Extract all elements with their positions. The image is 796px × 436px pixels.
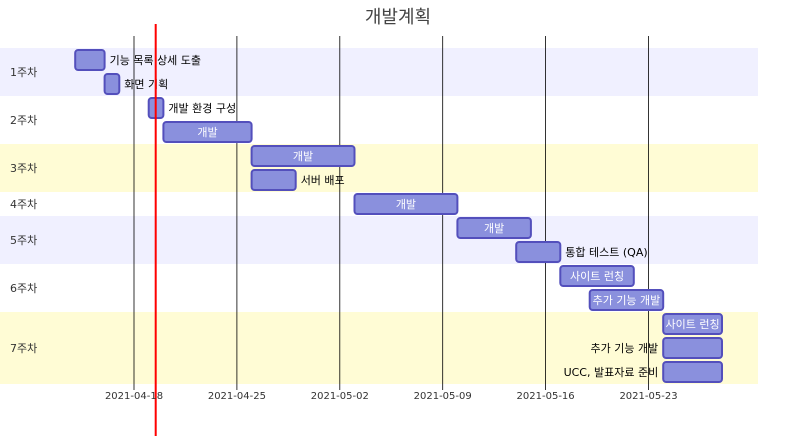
tick-label: 2021-04-25 (208, 391, 266, 402)
tick-label: 2021-05-09 (414, 391, 472, 402)
task-label: UCC, 발표자료 준비 (564, 366, 659, 379)
section-band (0, 216, 758, 264)
tick-label: 2021-04-18 (105, 391, 163, 402)
task-bar (588, 289, 665, 311)
task-label: 화면 기획 (124, 78, 168, 91)
section-label: 5주차 (10, 234, 37, 247)
tick-label: 2021-05-16 (517, 391, 575, 402)
chart-title: 개발계획 (365, 7, 431, 28)
section-label: 3주차 (10, 162, 37, 175)
x-axis: 2021-04-18 2021-04-25 2021-05-02 2021-05-09… (105, 384, 678, 402)
task-label: 추가 기능 개발 (593, 294, 661, 307)
section-band (0, 312, 758, 384)
task-bar (515, 241, 562, 263)
grid-lines (133, 36, 649, 384)
section-band (0, 96, 758, 144)
task-bar (662, 337, 724, 359)
task-bar (662, 361, 724, 383)
task-label: 개발 (197, 126, 217, 139)
task-label: 개발 (293, 150, 313, 163)
tick-label: 2021-05-02 (311, 391, 369, 402)
task-label: 서버 배포 (301, 174, 345, 187)
task-label: 개발 (484, 222, 504, 235)
task-bar (662, 313, 724, 335)
task-bar (353, 193, 459, 215)
section-label: 6주차 (10, 282, 37, 295)
section-label: 4주차 (10, 198, 37, 211)
section-band (0, 144, 758, 192)
task-bar (250, 145, 356, 167)
task-bar (103, 73, 121, 95)
task-bar (162, 121, 253, 143)
section-bands (0, 48, 758, 384)
task-label: 개발 (396, 198, 416, 211)
task-label: 통합 테스트 (QA) (565, 246, 647, 259)
section-labels: 1주차 2주차 3주차 4주차 5주차 6주차 7주차 (10, 66, 37, 355)
section-label: 1주차 (10, 66, 37, 79)
section-band (0, 48, 758, 96)
tick-label: 2021-05-23 (619, 391, 677, 402)
task-label: 추가 기능 개발 (590, 342, 658, 355)
task-bar (456, 217, 532, 239)
task-bar (74, 49, 106, 71)
section-label: 7주차 (10, 342, 37, 355)
task-bar (559, 265, 635, 287)
task-bar (250, 169, 297, 191)
task-label: 개발 환경 구성 (168, 102, 236, 115)
section-label: 2주차 (10, 114, 37, 127)
task-label: 사이트 런칭 (570, 270, 624, 283)
task-label: 사이트 런칭 (666, 318, 720, 331)
